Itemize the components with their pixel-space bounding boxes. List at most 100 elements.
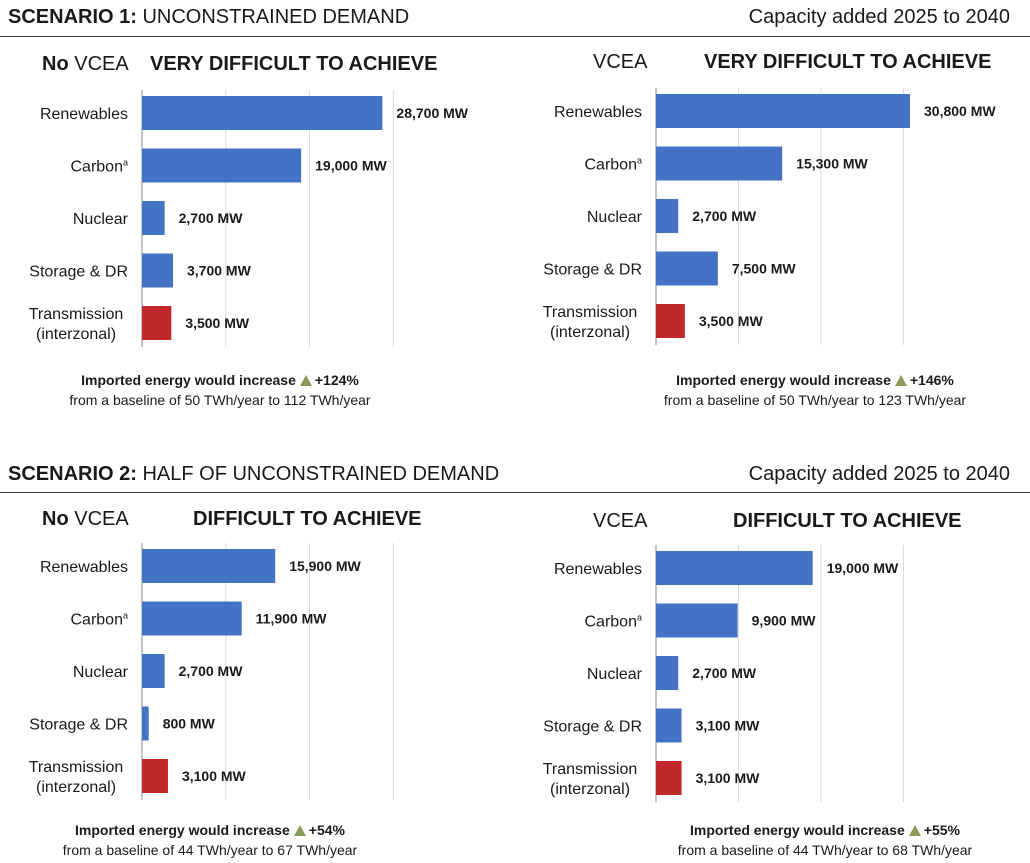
value-label: 3,700 MW [187, 263, 252, 279]
category-label: Transmission (interzonal) [543, 304, 638, 341]
scenario-1-title: UNCONSTRAINED DEMAND [136, 6, 410, 28]
panel-1-import-baseline: from a baseline of 50 TWh/year to 112 TW… [69, 392, 371, 408]
footnote-marker: a [123, 611, 128, 621]
value-label: 3,100 MW [696, 718, 761, 734]
increase-arrow-icon [293, 825, 306, 836]
category-label: Nuclear [587, 666, 643, 683]
category-label-line: (interzonal) [36, 326, 116, 343]
panel-3-import-pct: +54% [308, 822, 345, 838]
category-label: Transmission (interzonal) [543, 761, 638, 798]
value-label: 2,700 MW [692, 665, 757, 681]
panel-2-chart-svg: 30,800 MW Renewables 15,300 MW Carbona 2,700… [543, 88, 996, 345]
bar-transmission-interzonal [656, 304, 685, 338]
panel-3-verdict: DIFFICULT TO ACHIEVE [193, 508, 422, 530]
panel-3-import-baseline: from a baseline of 44 TWh/year to 67 TWh… [62, 842, 358, 858]
panel-3-title-vcea: VCEA [68, 508, 129, 530]
category-label: Nuclear [73, 211, 129, 228]
value-label: 30,800 MW [924, 103, 996, 119]
scenario-1-capacity-note: Capacity added 2025 to 2040 [748, 6, 1010, 28]
panel-4-import-baseline: from a baseline of 44 TWh/year to 68 TWh… [677, 842, 973, 858]
panel-4-import-pct: +55% [923, 822, 960, 838]
category-label-line: Transmission [29, 306, 124, 323]
bar-storage-dr [142, 253, 173, 288]
bar-nuclear [142, 654, 165, 688]
scenario-2-divider [0, 492, 1030, 493]
category-label: Storage & DR [543, 262, 642, 279]
bar-nuclear [142, 201, 165, 235]
bar-renewables [656, 94, 910, 128]
bar-carbon [656, 603, 738, 638]
panel-3-chart: 15,900 MW Renewables 11,900 MW Carbona 2,700… [0, 543, 500, 805]
category-label: Renewables [554, 104, 642, 121]
footnote-marker: a [637, 613, 642, 623]
bar-transmission-interzonal [142, 759, 168, 793]
scenario-2-heading: SCENARIO 2: HALF OF UNCONSTRAINED DEMAND [8, 463, 499, 486]
panel-1-footnote: Imported energy would increase +124% from… [0, 370, 440, 410]
value-label: 2,700 MW [179, 663, 244, 679]
panel-1-title: No VCEA [42, 53, 129, 76]
category-label: Storage & DR [29, 717, 128, 734]
bar-renewables [656, 551, 813, 585]
value-label: 2,700 MW [692, 208, 757, 224]
panel-1-verdict: VERY DIFFICULT TO ACHIEVE [150, 53, 438, 75]
panel-1-import-text: Imported energy would increase [81, 372, 296, 388]
value-label: 3,100 MW [182, 768, 247, 784]
category-label-line: (interzonal) [550, 324, 630, 341]
bar-carbon [656, 146, 783, 181]
category-label-text: Carbon [585, 157, 637, 174]
panel-3-import-text: Imported energy would increase [75, 822, 290, 838]
panel-4-chart-svg: 19,000 MW Renewables 9,900 MW Carbona 2,700 … [543, 545, 904, 802]
footnote-marker: a [123, 158, 128, 168]
bar-storage-dr [656, 708, 682, 743]
category-label: Storage & DR [543, 719, 642, 736]
value-label: 11,900 MW [256, 611, 328, 627]
value-label: 800 MW [163, 716, 216, 732]
panel-2-import-pct: +146% [909, 372, 954, 388]
panel-4-chart: 19,000 MW Renewables 9,900 MW Carbona 2,700 … [512, 545, 1022, 807]
value-label: 9,900 MW [752, 613, 817, 629]
category-label: Nuclear [73, 664, 129, 681]
panel-2-title: VCEA [593, 51, 647, 74]
category-label: Renewables [40, 106, 128, 123]
category-label-text: Carbon [71, 612, 123, 629]
scenario-1-heading: SCENARIO 1: UNCONSTRAINED DEMAND [8, 6, 409, 29]
bar-renewables [142, 96, 383, 130]
category-label-text: Carbon [585, 614, 637, 631]
panel-1-title-vcea: VCEA [68, 53, 129, 75]
panel-2-import-text: Imported energy would increase [676, 372, 891, 388]
category-label-line: (interzonal) [550, 781, 630, 798]
panel-3-title: No VCEA [42, 508, 129, 531]
category-label: Renewables [40, 559, 128, 576]
category-label-line: Transmission [543, 304, 638, 321]
bar-storage-dr [142, 706, 149, 741]
bar-transmission-interzonal [142, 306, 172, 340]
panel-1-import-pct: +124% [314, 372, 359, 388]
panel-3-title-no: No [42, 508, 69, 530]
value-label: 3,500 MW [699, 313, 764, 329]
panel-2-footnote: Imported energy would increase +146% from… [610, 370, 1020, 410]
bar-renewables [142, 549, 276, 583]
value-label: 28,700 MW [396, 105, 468, 121]
category-label: Carbona [71, 158, 129, 176]
bar-storage-dr [656, 251, 718, 286]
bar-nuclear [656, 199, 679, 233]
scenario-2-title: HALF OF UNCONSTRAINED DEMAND [136, 463, 500, 485]
panel-1-chart-svg: 28,700 MW Renewables 19,000 MW Carbona 2,700… [29, 90, 469, 347]
value-label: 2,700 MW [179, 210, 244, 226]
panel-4-footnote: Imported energy would increase +55% from … [630, 820, 1020, 860]
panel-4-title-vcea: VCEA [593, 510, 648, 532]
scenario-2-label: SCENARIO 2: [8, 463, 137, 485]
panel-4-import-text: Imported energy would increase [690, 822, 905, 838]
value-label: 19,000 MW [827, 560, 899, 576]
value-label: 15,900 MW [289, 558, 361, 574]
footnote-marker: a [637, 156, 642, 166]
category-label: Renewables [554, 561, 642, 578]
value-label: 3,500 MW [185, 315, 250, 331]
bar-carbon [142, 601, 242, 636]
panel-3-footnote: Imported energy would increase +54% from … [0, 820, 420, 860]
category-label-line: (interzonal) [36, 779, 116, 796]
category-label: Storage & DR [29, 264, 128, 281]
bar-transmission-interzonal [656, 761, 682, 795]
category-label: Transmission (interzonal) [29, 759, 124, 796]
category-label: Carbona [71, 611, 129, 629]
